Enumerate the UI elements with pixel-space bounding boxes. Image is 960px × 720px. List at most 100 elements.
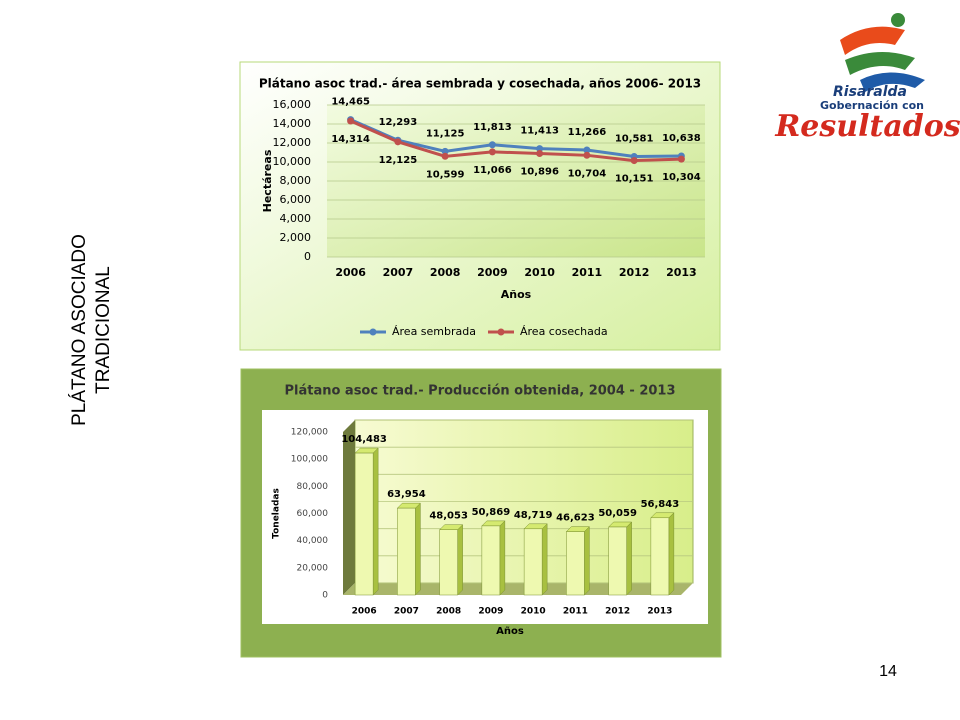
y-tick-label: 12,000 — [273, 136, 312, 149]
y-tick-label: 16,000 — [273, 98, 312, 111]
y-tick-label: 8,000 — [280, 174, 312, 187]
marker — [347, 117, 355, 125]
marker — [441, 152, 449, 160]
page-number: 14 — [879, 663, 897, 680]
data-label: 12,293 — [379, 117, 418, 128]
data-label: 50,059 — [598, 508, 637, 519]
y-tick-label: 60,000 — [297, 509, 329, 519]
x-axis-label: Años — [501, 288, 532, 301]
bar-side — [372, 447, 379, 596]
x-tick-label: 2006 — [352, 607, 377, 617]
bar — [523, 528, 543, 596]
y-tick-label: 120,000 — [291, 428, 328, 438]
data-label: 11,066 — [473, 165, 512, 176]
logo-shape — [840, 26, 905, 55]
floor — [343, 583, 693, 595]
y-tick-label: 6,000 — [280, 193, 312, 206]
data-label: 10,638 — [662, 133, 701, 144]
data-label: 50,869 — [472, 507, 511, 518]
data-label: 10,581 — [615, 133, 654, 144]
logo-text: Gobernación con — [820, 99, 924, 112]
chart-title: Plátano asoc trad.- Producción obtenida,… — [284, 384, 675, 399]
y-tick-label: 0 — [322, 591, 328, 601]
data-label: 10,896 — [520, 166, 559, 177]
bar — [481, 525, 501, 596]
x-tick-label: 2007 — [394, 607, 419, 617]
x-tick-label: 2008 — [436, 607, 461, 617]
legend-label: Área cosechada — [520, 325, 608, 338]
data-label: 10,599 — [426, 169, 465, 180]
data-label: 11,813 — [473, 122, 512, 133]
y-tick-label: 4,000 — [280, 212, 312, 225]
y-tick-label: 100,000 — [291, 455, 328, 465]
data-label: 46,623 — [556, 513, 595, 524]
y-tick-label: 10,000 — [273, 155, 312, 168]
x-tick-label: 2012 — [605, 607, 630, 617]
side-title: PLÁTANO ASOCIADO TRADICIONAL — [69, 234, 114, 426]
data-label: 11,266 — [568, 127, 607, 138]
logo-text: Risaralda — [833, 84, 907, 100]
bar-side — [499, 520, 506, 596]
data-label: 10,304 — [662, 172, 701, 183]
line — [350, 118, 682, 158]
bar-side — [415, 502, 421, 596]
x-tick-label: 2011 — [563, 607, 588, 617]
bar-side — [584, 526, 590, 596]
marker — [488, 148, 496, 156]
logo-text: Resultados — [774, 109, 960, 144]
x-axis-label: Años — [496, 626, 524, 637]
marker — [488, 141, 496, 149]
side-title-line: TRADICIONAL — [93, 266, 114, 394]
logo: Risaralda Gobernación con Resultados — [774, 13, 960, 144]
x-tick-label: 2013 — [666, 266, 697, 279]
y-tick-label: 14,000 — [273, 117, 312, 130]
side-title-line: PLÁTANO ASOCIADO — [69, 234, 90, 426]
marker — [536, 149, 544, 157]
bar — [439, 529, 458, 596]
legend-marker — [497, 328, 505, 336]
data-label: 14,314 — [331, 134, 370, 145]
bar — [608, 526, 627, 596]
data-label: 14,465 — [331, 97, 370, 108]
legend-marker — [369, 328, 377, 336]
data-label: 48,053 — [429, 511, 468, 522]
y-axis-label: Toneladas — [272, 488, 282, 539]
x-tick-label: 2012 — [619, 266, 650, 279]
bar-side — [626, 521, 632, 596]
marker — [677, 155, 685, 163]
x-tick-label: 2013 — [647, 607, 672, 617]
y-tick-label: 20,000 — [297, 563, 329, 573]
legend-label: Área sembrada — [392, 325, 476, 338]
marker — [394, 138, 402, 146]
chart-title: Plátano asoc trad.- área sembrada y cose… — [259, 77, 701, 91]
data-label: 56,843 — [641, 499, 680, 510]
y-axis-label: Hectáreas — [261, 149, 274, 212]
x-tick-label: 2006 — [335, 266, 366, 279]
marker — [583, 151, 591, 159]
data-label: 11,125 — [426, 128, 465, 139]
marker — [536, 145, 544, 153]
data-label: 104,483 — [341, 434, 387, 445]
data-label: 11,413 — [520, 126, 559, 137]
marker — [441, 147, 449, 155]
logo-shape — [860, 72, 925, 92]
bar-side — [541, 523, 548, 596]
x-tick-label: 2011 — [572, 266, 603, 279]
logo-head — [891, 13, 905, 27]
y-tick-label: 40,000 — [297, 536, 329, 546]
line — [350, 119, 682, 163]
y-tick-label: 2,000 — [280, 231, 312, 244]
bar-side — [457, 524, 463, 596]
bar — [650, 517, 670, 596]
x-tick-label: 2010 — [521, 607, 546, 617]
data-label: 10,704 — [568, 168, 607, 179]
data-label: 10,151 — [615, 174, 654, 185]
x-tick-label: 2008 — [430, 266, 461, 279]
logo-shape — [845, 51, 915, 75]
y-tick-label: 0 — [304, 250, 311, 263]
bar — [566, 531, 585, 596]
x-tick-label: 2010 — [524, 266, 555, 279]
marker — [630, 157, 638, 165]
bar — [397, 507, 416, 596]
